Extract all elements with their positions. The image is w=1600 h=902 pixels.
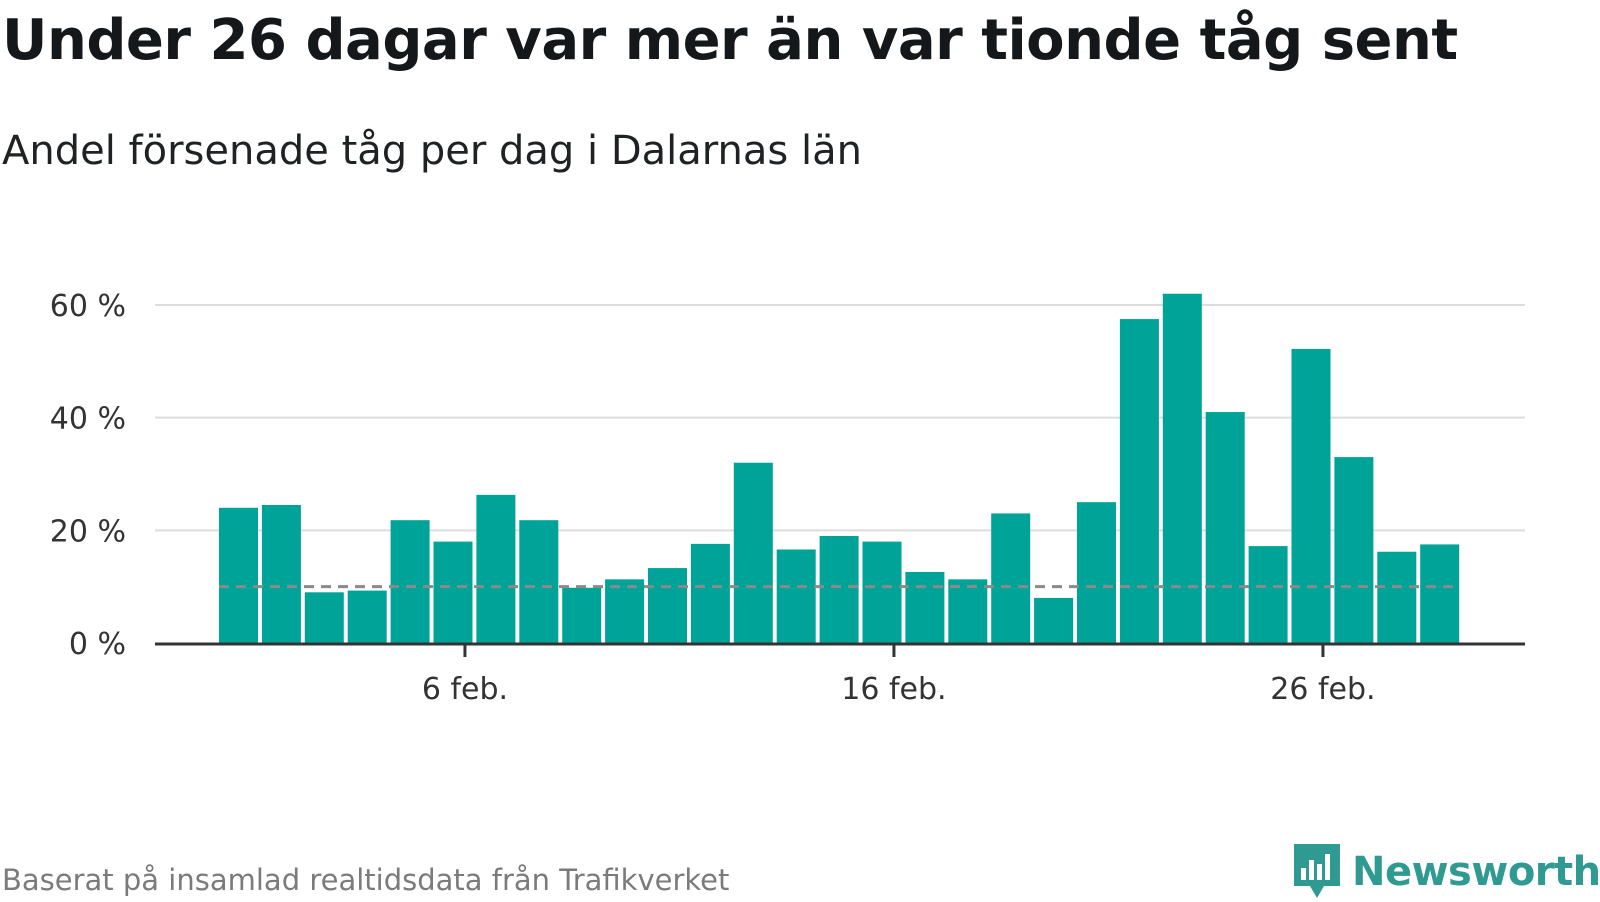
bar-10 (605, 579, 645, 643)
bar-3 (304, 592, 344, 643)
newsworthy-logo-icon (1294, 844, 1340, 898)
bar-29 (1420, 544, 1460, 643)
bar-26 (1291, 348, 1331, 643)
bar-4 (347, 590, 387, 643)
bar-21 (1077, 502, 1116, 643)
bar-18 (948, 579, 988, 643)
bars (219, 293, 1460, 643)
x-tick-label: 26 feb. (1270, 672, 1375, 707)
source-note: Baserat på insamlad realtidsdata från Tr… (2, 863, 730, 897)
bar-2 (261, 504, 301, 643)
y-tick-label: 40 % (50, 402, 126, 437)
brand-logo: Newsworthy (1290, 842, 1600, 902)
bar-22 (1119, 319, 1159, 643)
bar-13 (733, 462, 773, 643)
bar-7 (476, 494, 516, 643)
bar-17 (905, 572, 945, 643)
x-tick-label: 6 feb. (422, 672, 508, 707)
bar-19 (991, 513, 1031, 643)
bar-1 (219, 507, 258, 643)
chart-subtitle: Andel försenade tåg per dag i Dalarnas l… (2, 128, 862, 174)
bar-27 (1334, 457, 1374, 643)
bar-14 (776, 549, 816, 643)
bar-9 (562, 587, 602, 643)
bar-15 (819, 535, 859, 643)
bar-8 (519, 520, 559, 643)
x-axis-ticks: 6 feb. 16 feb. 26 feb. (422, 644, 1376, 707)
bar-24 (1205, 412, 1245, 643)
bar-20 (1034, 597, 1074, 643)
y-tick-label: 20 % (50, 514, 126, 549)
y-axis-labels: 0 % 20 % 40 % 60 % (50, 289, 126, 662)
bar-5 (390, 520, 430, 643)
bar-28 (1377, 551, 1417, 643)
bar-16 (862, 541, 902, 643)
y-tick-label: 60 % (50, 289, 126, 324)
brand-name: Newsworthy (1352, 849, 1600, 895)
bar-6 (433, 541, 473, 643)
bar-25 (1248, 546, 1288, 643)
y-tick-label: 0 % (69, 627, 126, 662)
bar-23 (1162, 293, 1202, 643)
bar-11 (648, 568, 687, 643)
chart-title: Under 26 dagar var mer än var tionde tåg… (2, 8, 1458, 73)
x-tick-label: 16 feb. (841, 672, 946, 707)
bar-12 (690, 543, 730, 643)
